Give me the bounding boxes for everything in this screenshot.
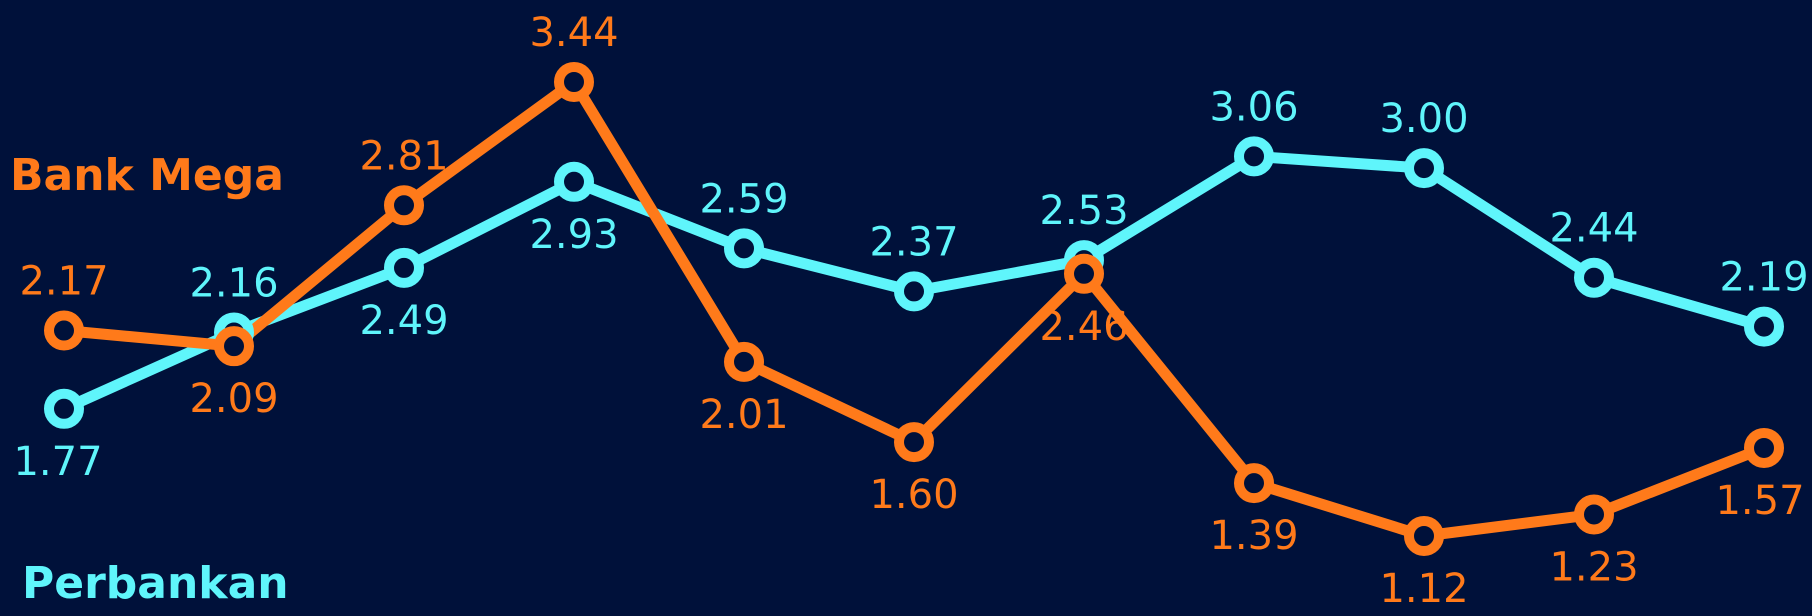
- data-point-bank-mega: [1744, 427, 1784, 468]
- data-label-perbankan: 2.49: [359, 298, 448, 344]
- data-label-bank-mega: 3.44: [529, 10, 618, 56]
- data-label-bank-mega: 2.09: [189, 376, 278, 422]
- legend-label-bank-mega: Bank Mega: [10, 150, 284, 201]
- data-point-bank-mega: [894, 422, 934, 463]
- data-point-bank-mega: [1064, 253, 1104, 294]
- data-point-bank-mega: [724, 341, 764, 382]
- data-point-perbankan: [1234, 136, 1274, 177]
- data-point-bank-mega: [1404, 516, 1444, 556]
- data-label-bank-mega: 1.12: [1379, 566, 1468, 612]
- data-label-bank-mega: 2.81: [359, 133, 448, 179]
- data-label-perbankan: 2.16: [189, 260, 278, 306]
- data-label-bank-mega: 2.17: [19, 259, 108, 305]
- data-point-perbankan: [894, 271, 934, 312]
- data-point-perbankan: [554, 161, 594, 202]
- data-label-bank-mega: 2.01: [699, 392, 788, 438]
- data-label-bank-mega: 1.39: [1209, 513, 1298, 559]
- legend-label-perbankan: Perbankan: [22, 558, 289, 609]
- data-point-perbankan: [1744, 306, 1784, 347]
- data-label-bank-mega: 1.57: [1715, 478, 1804, 524]
- data-point-perbankan: [384, 247, 424, 288]
- data-label-perbankan: 3.06: [1209, 84, 1298, 130]
- series-points: [44, 62, 1784, 556]
- data-label-perbankan: 2.37: [869, 219, 958, 265]
- data-label-perbankan: 2.59: [699, 176, 788, 222]
- data-label-perbankan: 1.77: [13, 439, 102, 485]
- data-label-perbankan: 3.00: [1379, 96, 1468, 142]
- data-label-perbankan: 2.19: [1719, 255, 1808, 301]
- data-point-bank-mega: [1234, 463, 1274, 504]
- data-point-perbankan: [1574, 257, 1614, 298]
- data-label-perbankan: 2.44: [1549, 206, 1638, 252]
- data-point-perbankan: [44, 388, 84, 429]
- data-point-bank-mega: [1574, 494, 1614, 535]
- data-label-bank-mega: 1.60: [869, 472, 958, 518]
- data-label-bank-mega: 1.23: [1549, 544, 1638, 590]
- data-point-perbankan: [1404, 148, 1444, 189]
- data-label-bank-mega: 2.46: [1039, 304, 1128, 350]
- data-point-bank-mega: [214, 326, 254, 367]
- data-point-bank-mega: [44, 310, 84, 351]
- data-point-bank-mega: [384, 185, 424, 226]
- data-label-perbankan: 2.53: [1039, 188, 1128, 234]
- data-point-perbankan: [724, 228, 764, 269]
- data-labels: 1.77 2.16 2.49 2.93 2.59 2.37 2.53 3.06 3.00 2.44…: [13, 10, 1808, 612]
- data-point-bank-mega: [554, 62, 594, 102]
- data-label-perbankan: 2.93: [529, 212, 618, 258]
